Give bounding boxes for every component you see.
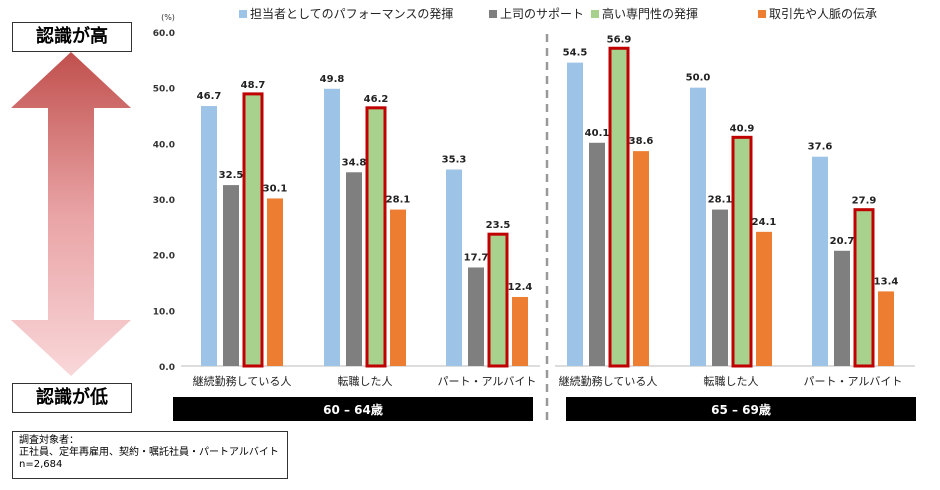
category-label: 継続勤務している人 [193, 374, 292, 388]
data-label: 28.1 [708, 195, 733, 206]
data-label: 49.8 [320, 74, 345, 85]
legend-swatch [489, 10, 497, 18]
category-label: パート・アルバイト [804, 375, 903, 388]
y-unit-label: (%) [161, 13, 175, 22]
bar [611, 49, 627, 367]
legend-swatch [758, 10, 766, 18]
bar [633, 151, 649, 366]
data-label: 32.5 [219, 170, 244, 181]
age-band-label: 65 – 69歳 [711, 402, 771, 417]
data-label: 20.7 [830, 236, 855, 247]
legend-label: 上司のサポート [500, 7, 584, 21]
data-label: 46.7 [197, 91, 222, 102]
bar [201, 106, 217, 366]
data-label: 56.9 [607, 34, 632, 45]
legend-swatch [239, 10, 247, 18]
highlight-frame [853, 208, 875, 368]
y-tick-label: 30.0 [153, 196, 175, 206]
data-label: 28.1 [386, 195, 411, 206]
legend-label: 取引先や人脈の伝承 [769, 7, 877, 21]
awareness-arrow-icon [11, 52, 131, 376]
bar [734, 138, 750, 366]
data-label: 48.7 [241, 80, 266, 91]
bar [245, 94, 261, 367]
data-label: 38.6 [629, 136, 654, 147]
highlight-frame [731, 135, 753, 368]
note-targets: 正社員、定年再雇用、契約・嘱託社員・パートアルバイト [19, 447, 279, 458]
data-label: 50.0 [686, 73, 711, 84]
y-tick-label: 10.0 [153, 307, 175, 317]
y-tick-label: 50.0 [153, 85, 175, 95]
bar [856, 210, 872, 366]
age-band [173, 397, 533, 421]
bar [223, 185, 239, 366]
highlight-frame [608, 46, 630, 368]
data-label: 40.9 [730, 123, 755, 134]
highlight-frame [365, 106, 387, 368]
data-label: 27.9 [852, 196, 877, 207]
data-label: 54.5 [563, 48, 588, 59]
age-band-label: 60 – 64歳 [323, 402, 383, 417]
bar [390, 209, 406, 366]
data-label: 35.3 [442, 154, 467, 165]
y-tick-label: 20.0 [153, 252, 175, 262]
age-band [566, 397, 916, 421]
data-label: 23.5 [486, 220, 511, 231]
bar [756, 231, 772, 366]
bar [567, 62, 583, 366]
bar [512, 296, 528, 366]
bar [589, 142, 605, 366]
highlight-frame [242, 92, 264, 368]
data-label: 13.4 [874, 276, 899, 287]
bar [690, 87, 706, 367]
legend-swatch [591, 10, 599, 18]
y-tick-label: 0.0 [159, 363, 175, 373]
legend-label: 高い専門性の発揮 [602, 6, 698, 21]
category-label: パート・アルバイト [438, 375, 537, 388]
y-tick-label: 40.0 [153, 140, 175, 150]
note-sample-size: n=2,684 [19, 459, 63, 470]
bar [878, 291, 894, 366]
y-tick-label: 60.0 [153, 29, 175, 39]
category-label: 転職した人 [704, 375, 759, 388]
bar [712, 209, 728, 366]
bar [812, 156, 828, 366]
highlight-frame [487, 232, 509, 368]
legend-label: 担当者としてのパフォーマンスの発揮 [250, 7, 453, 21]
bar [346, 172, 362, 366]
bar [324, 88, 340, 366]
category-label: 転職した人 [338, 375, 393, 388]
bar [368, 108, 384, 366]
high-awareness-label: 認識が高 [12, 22, 132, 52]
bar [267, 198, 283, 366]
data-label: 12.4 [508, 282, 533, 293]
bar [834, 250, 850, 366]
bar [446, 169, 462, 366]
data-label: 34.8 [342, 157, 367, 168]
data-label: 37.6 [808, 142, 833, 153]
data-label: 30.1 [263, 183, 288, 194]
bar [490, 235, 506, 366]
bar [468, 267, 484, 366]
survey-note: 調査対象者： 正社員、定年再雇用、契約・嘱託社員・パートアルバイト n=2,68… [12, 431, 288, 479]
data-label: 40.1 [585, 128, 610, 139]
data-label: 17.7 [464, 252, 489, 263]
category-label: 継続勤務している人 [559, 374, 658, 388]
low-awareness-label: 認識が低 [12, 383, 132, 413]
note-title: 調査対象者： [19, 435, 79, 446]
data-label: 46.2 [364, 94, 389, 105]
data-label: 24.1 [752, 217, 777, 228]
